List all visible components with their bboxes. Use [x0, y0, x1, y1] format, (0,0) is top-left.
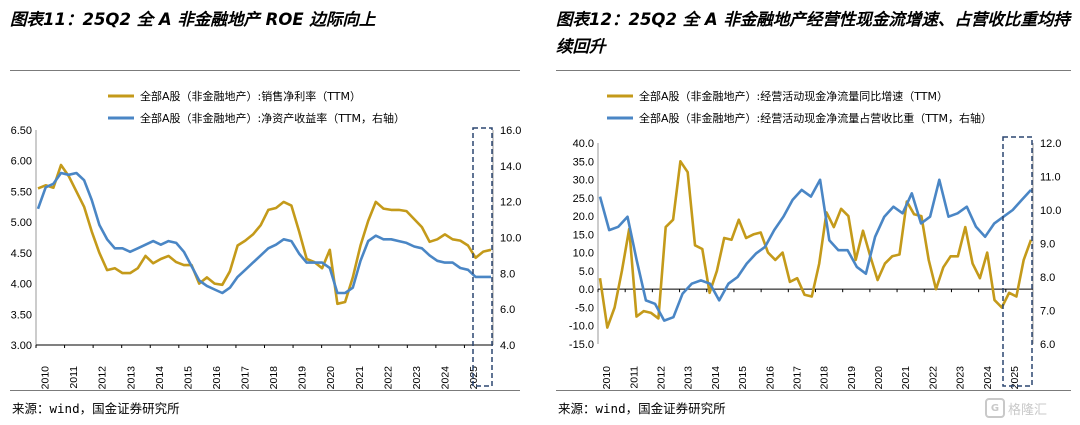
x-tick-label: 2010 [601, 366, 613, 390]
x-tick-label: 2012 [97, 366, 109, 390]
x-tick-label: 2025 [468, 366, 480, 390]
x-tick-label: 2017 [791, 366, 803, 390]
x-tick-label: 2017 [240, 366, 252, 390]
x-tick-label: 2023 [411, 366, 423, 390]
right-tick-label: 6.0 [500, 304, 515, 316]
source-divider-right [556, 390, 1071, 391]
x-tick-label: 2025 [1009, 366, 1021, 390]
x-tick-label: 2018 [819, 366, 831, 390]
watermark-text: 格隆汇 [1008, 402, 1048, 418]
series-line-1 [37, 163, 492, 306]
x-tick-label: 2023 [955, 366, 967, 390]
right-tick-label: 9.0 [1040, 239, 1055, 251]
x-tick-label: 2024 [982, 366, 994, 390]
x-tick-label: 2020 [873, 366, 885, 390]
left-tick-label: 4.50 [11, 248, 32, 260]
left-tick-label: 40.0 [573, 138, 594, 150]
right-tick-label: 6.0 [1040, 339, 1055, 351]
x-tick-label: 2020 [325, 366, 337, 390]
left-tick-label: 6.00 [11, 156, 32, 168]
x-tick-label: 2016 [764, 366, 776, 390]
chart-title-right: 图表12：25Q2 全 A 非金融地产经营性现金流增速、占营收比重均持续回升 [556, 10, 1070, 56]
x-tick-label: 2016 [211, 366, 223, 390]
legend-label-2: 全部A股（非金融地产）:经营活动现金净流量占营收比重（TTM，右轴） [639, 111, 992, 125]
left-tick-label: 5.0 [579, 266, 594, 278]
left-tick-label: -15.0 [569, 339, 594, 351]
x-tick-label: 2012 [656, 366, 668, 390]
chart-title-left: 图表11：25Q2 全 A 非金融地产 ROE 边际向上 [10, 10, 376, 29]
x-tick-label: 2015 [182, 366, 194, 390]
x-tick-label: 2013 [125, 366, 137, 390]
highlight-box-2025 [472, 127, 493, 387]
right-tick-label: 14.0 [500, 161, 521, 173]
x-tick-label: 2024 [439, 366, 451, 390]
left-tick-label: 5.00 [11, 217, 32, 229]
left-tick-label: 3.50 [11, 309, 32, 321]
left-tick-label: 0.0 [579, 284, 594, 296]
x-tick-label: 2011 [628, 366, 640, 389]
watermark-logo-icon: G [985, 398, 1005, 418]
legend-label-1: 全部A股（非金融地产）:销售净利率（TTM） [140, 89, 361, 103]
x-tick-label: 2019 [297, 366, 309, 390]
x-tick-label: 2014 [154, 366, 166, 390]
right-tick-label: 8.0 [500, 268, 515, 280]
x-tick-label: 2021 [354, 366, 366, 390]
highlight-box-2025 [1002, 136, 1033, 387]
left-tick-label: -5.0 [575, 302, 594, 314]
right-tick-label: 7.0 [1040, 306, 1055, 318]
x-tick-label: 2014 [710, 366, 722, 390]
right-tick-label: 11.0 [1040, 172, 1061, 184]
right-tick-label: 4.0 [500, 340, 515, 352]
left-tick-label: 10.0 [573, 248, 594, 260]
x-tick-label: 2018 [268, 366, 280, 390]
left-tick-label: 4.00 [11, 279, 32, 291]
series-line-1 [598, 160, 1033, 329]
watermark: G 格隆汇 [985, 395, 1077, 421]
x-tick-label: 2013 [683, 366, 695, 390]
legend-label-2: 全部A股（非金融地产）:净资产收益率（TTM，右轴） [140, 111, 405, 125]
series-line-2 [598, 178, 1032, 322]
title-divider-right [556, 70, 1071, 71]
right-tick-label: 10.0 [500, 233, 521, 245]
source-note-left: 来源：wind，国金证券研究所 [12, 401, 180, 416]
left-tick-label: 25.0 [573, 193, 594, 205]
left-tick-label: 35.0 [573, 156, 594, 168]
x-tick-label: 2021 [900, 366, 912, 390]
right-tick-label: 10.0 [1040, 205, 1061, 217]
right-tick-label: 12.0 [1040, 138, 1061, 150]
right-tick-label: 8.0 [1040, 272, 1055, 284]
title-divider-left [10, 70, 520, 71]
source-note-right: 来源：wind，国金证券研究所 [558, 401, 726, 416]
x-tick-label: 2011 [68, 366, 80, 389]
legend-label-1: 全部A股（非金融地产）:经营活动现金净流量同比增速（TTM） [639, 89, 948, 103]
right-tick-label: 12.0 [500, 197, 521, 209]
left-tick-label: -10.0 [569, 321, 594, 333]
right-tick-label: 16.0 [500, 125, 521, 137]
left-tick-label: 3.00 [11, 340, 32, 352]
x-tick-label: 2010 [40, 366, 52, 390]
x-tick-label: 2019 [846, 366, 858, 390]
left-tick-label: 20.0 [573, 211, 594, 223]
x-tick-label: 2015 [737, 366, 749, 390]
left-tick-label: 6.50 [11, 125, 32, 137]
x-tick-label: 2022 [927, 366, 939, 390]
left-tick-label: 5.50 [11, 186, 32, 198]
source-divider-left [10, 390, 520, 391]
x-tick-label: 2022 [382, 366, 394, 390]
series-line-2 [36, 171, 491, 295]
left-tick-label: 30.0 [573, 175, 594, 187]
left-tick-label: 15.0 [573, 229, 594, 241]
